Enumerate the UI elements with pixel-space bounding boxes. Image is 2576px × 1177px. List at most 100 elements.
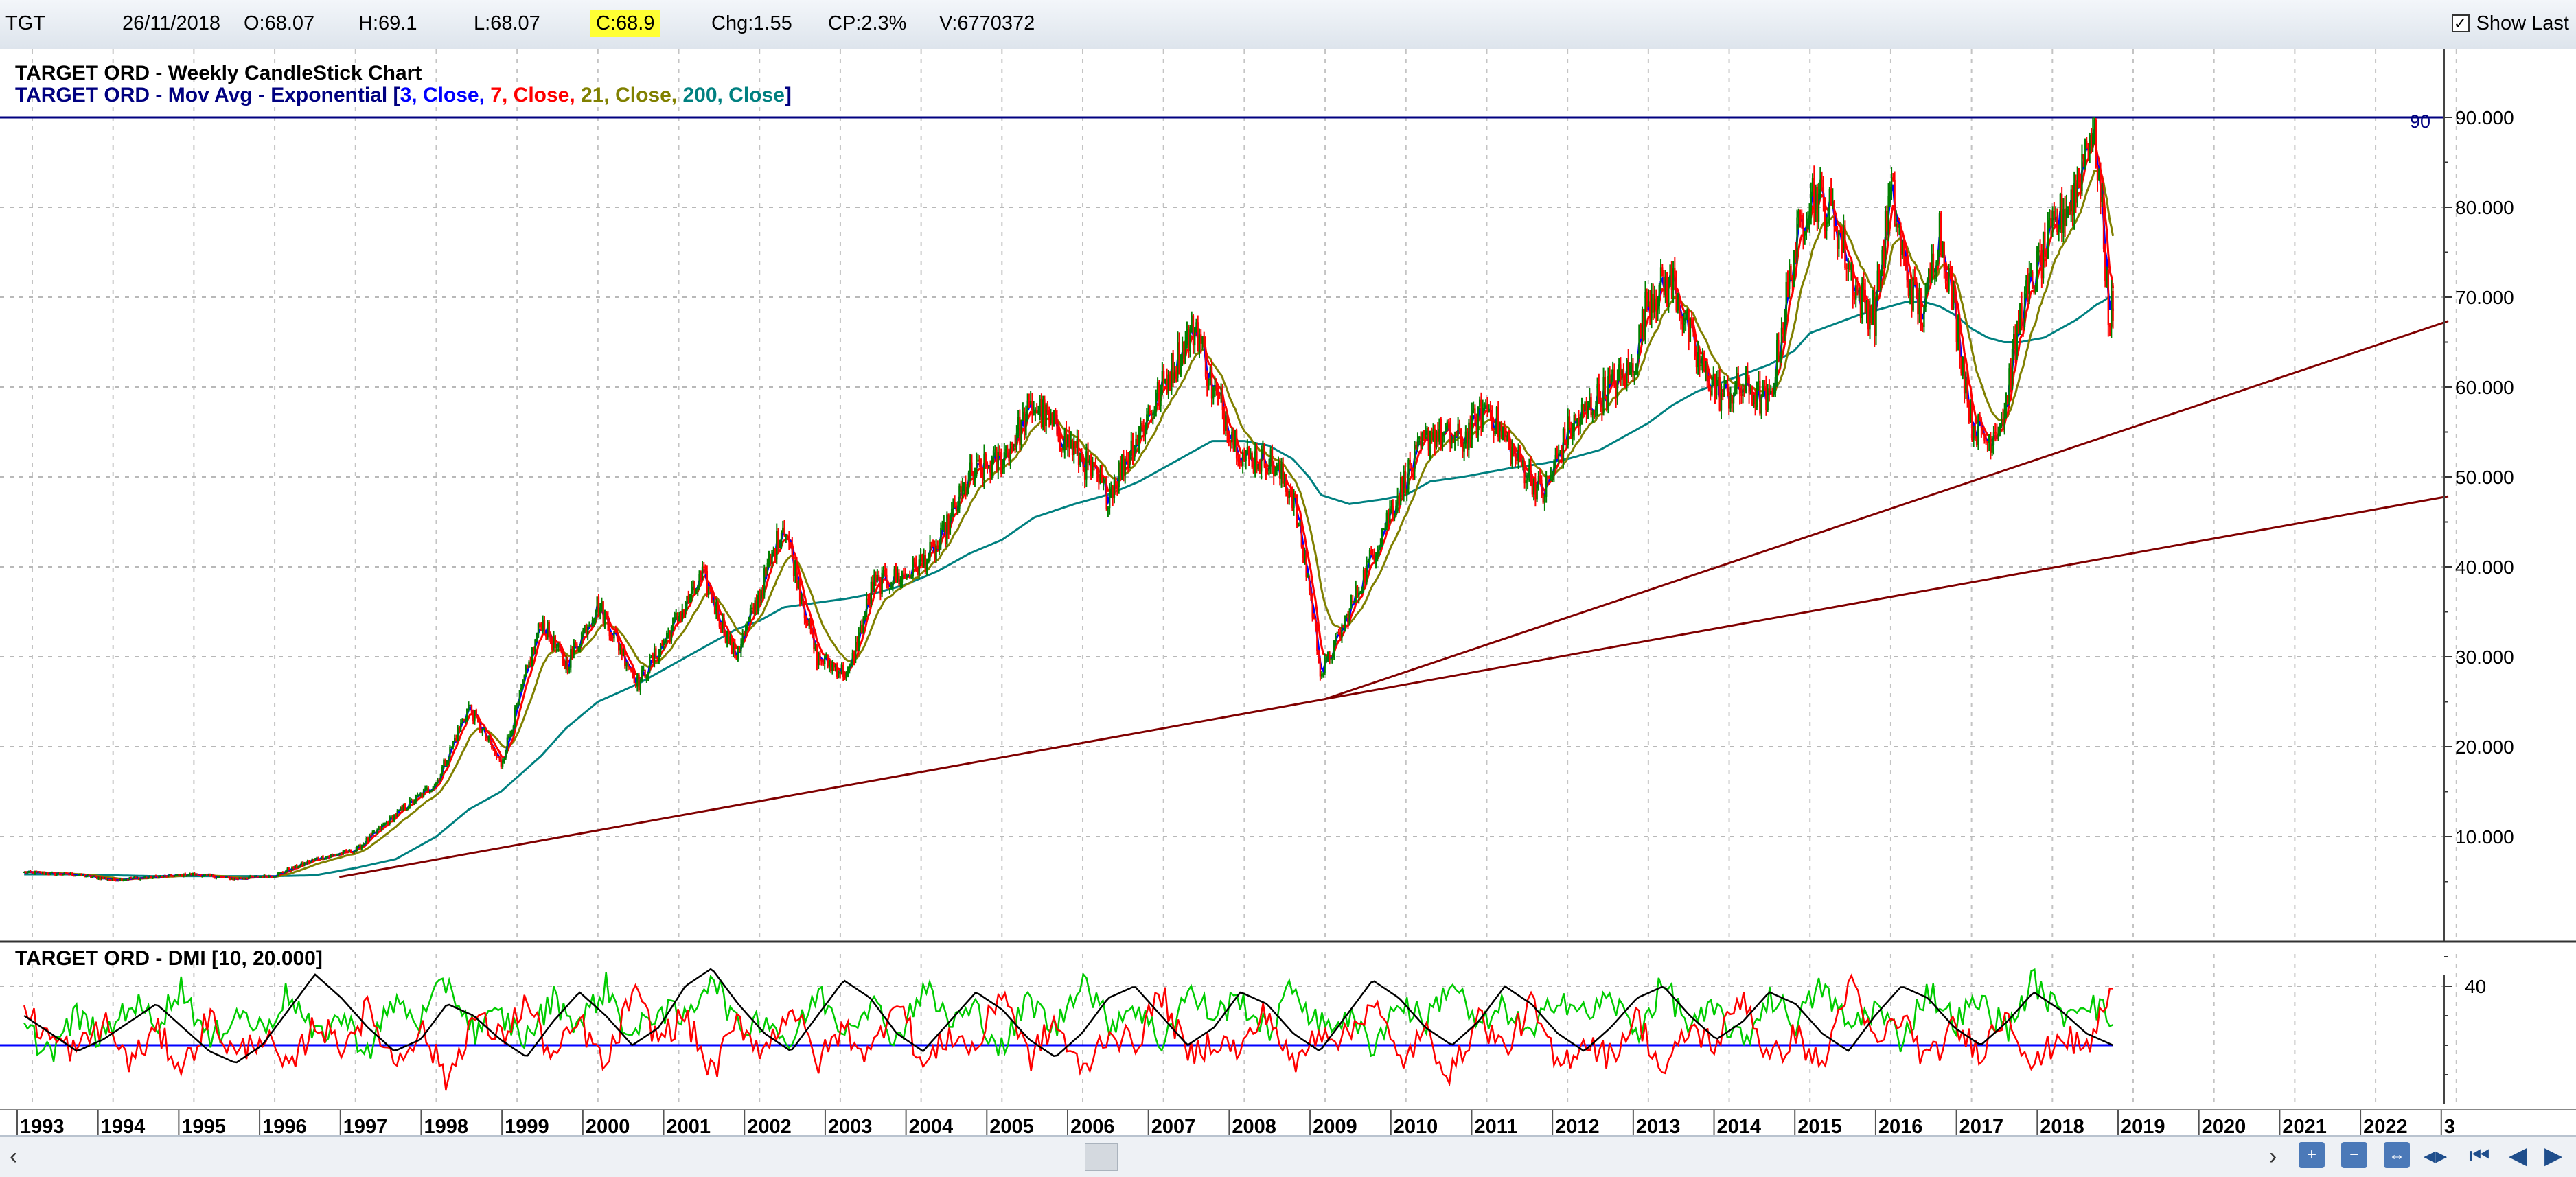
step-back-icon[interactable]: ◀	[2509, 1143, 2527, 1169]
candle-body	[740, 644, 742, 652]
candle-body	[438, 779, 440, 781]
candle-body	[2014, 334, 2016, 354]
zoom-in-icon[interactable]: +	[2299, 1142, 2325, 1168]
candle-body	[79, 873, 81, 876]
candle-body	[42, 872, 44, 874]
candle-body	[1670, 265, 1673, 290]
candle-body	[1668, 280, 1670, 303]
candle-body	[734, 643, 736, 659]
candle-body	[1034, 410, 1037, 412]
candle-body	[1314, 618, 1317, 627]
step-forward-icon[interactable]: ▶	[2544, 1143, 2563, 1169]
candle-body	[74, 875, 76, 876]
candle-body	[907, 575, 910, 576]
candle-body	[437, 779, 439, 783]
candle-body	[955, 505, 958, 511]
candle-body	[179, 874, 182, 876]
candle-body	[571, 649, 573, 655]
candle-body	[570, 649, 572, 668]
candle-body	[1991, 445, 1993, 453]
candle-body	[517, 702, 519, 705]
candle-body	[839, 673, 841, 674]
candle-body	[674, 618, 676, 619]
zoom-out-icon[interactable]: −	[2341, 1142, 2367, 1168]
candle-body	[712, 602, 715, 604]
candle-body	[1973, 426, 1975, 441]
candle-body	[1782, 327, 1784, 335]
candle-body	[1015, 433, 1018, 447]
candle-body	[125, 878, 128, 881]
candle-body	[1456, 434, 1458, 436]
candle-body	[358, 844, 360, 847]
go-to-start-icon[interactable]: ⏮	[2469, 1143, 2490, 1169]
candle-body	[1778, 340, 1780, 360]
volume-label: V:6770372	[939, 12, 1035, 34]
candle-body	[1869, 309, 1871, 330]
candle-body	[2013, 334, 2015, 349]
show-last-checkbox-icon[interactable]: ✓	[2451, 14, 2470, 32]
candle-body	[1331, 655, 1334, 659]
candle-body	[1026, 400, 1028, 414]
candle-body	[1171, 353, 1173, 391]
candle-body	[1657, 306, 1659, 311]
candle-body	[412, 799, 414, 803]
horizontal-scrollbar[interactable]: ‹ › + − ↔ ◂▸ ⏮ ◀ ▶	[0, 1135, 2576, 1177]
candle-body	[1542, 493, 1544, 503]
candle-body	[1085, 451, 1088, 480]
candle-body	[1234, 430, 1237, 445]
candle-body	[1556, 454, 1559, 456]
candle-body	[1412, 469, 1414, 472]
candle-body	[52, 872, 55, 874]
scroll-right-icon[interactable]: ›	[2269, 1143, 2277, 1169]
candle-body	[97, 877, 100, 879]
candle-body	[1020, 419, 1022, 445]
candle-body	[220, 876, 222, 878]
candle-body	[1996, 433, 1998, 439]
candle-body	[367, 838, 369, 841]
candle-body	[291, 866, 293, 871]
show-last-toggle[interactable]: ✓ Show Last	[2451, 10, 2569, 37]
candle-body	[618, 638, 620, 651]
trendlines	[0, 116, 2449, 878]
candle-body	[1341, 625, 1343, 638]
candle-body	[1832, 202, 1834, 204]
scroll-both-icon[interactable]: ◂▸	[2424, 1143, 2448, 1169]
candle-body	[1009, 443, 1012, 461]
candle-body	[1732, 393, 1735, 404]
candle-body	[422, 789, 425, 797]
candle-body	[1528, 465, 1530, 478]
candle-body	[748, 617, 750, 622]
chart-canvas[interactable]: 10.000 20.000 30.000 40.000 50.000 60.000 70.0…	[0, 49, 2576, 1135]
candle-body	[754, 600, 756, 614]
candle-body	[1646, 292, 1648, 307]
candle-body	[1449, 423, 1451, 444]
candle-body	[757, 595, 759, 611]
candle-body	[543, 620, 546, 635]
scroll-left-icon[interactable]: ‹	[10, 1143, 18, 1169]
candle-body	[511, 732, 513, 734]
candle-body	[539, 623, 541, 627]
year-label: 2018	[2040, 1116, 2084, 1135]
scrollbar-thumb[interactable]	[1085, 1143, 1118, 1171]
candle-body	[117, 880, 120, 882]
candle-body	[870, 581, 873, 603]
candle-body	[1852, 265, 1854, 296]
candle-body	[1587, 406, 1589, 413]
candle-body	[986, 463, 989, 469]
candle-body	[1336, 631, 1338, 633]
candle-body	[105, 878, 107, 880]
candle-body	[1474, 408, 1476, 418]
candle-body	[215, 877, 218, 879]
candle-body	[1804, 231, 1806, 236]
fit-chart-icon[interactable]: ↔	[2384, 1142, 2410, 1168]
candle-body	[336, 854, 338, 856]
candle-body	[288, 868, 290, 871]
candle-body	[1985, 440, 1987, 442]
candle-body	[588, 625, 590, 627]
candle-body	[1610, 374, 1613, 383]
candle-body	[364, 843, 366, 845]
candle-body	[1478, 399, 1481, 407]
candle-body	[896, 572, 899, 582]
candle-body	[1260, 449, 1263, 472]
candle-body	[1125, 458, 1128, 461]
